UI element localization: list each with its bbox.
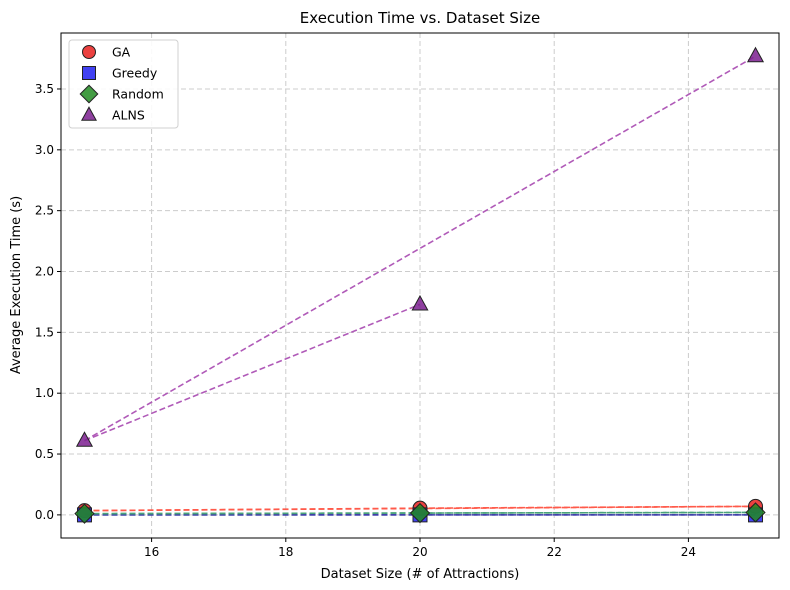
legend-marker-random (79, 84, 99, 104)
x-tick-label: 16 (144, 545, 159, 559)
random-point (745, 502, 766, 523)
random-point (409, 502, 431, 524)
y-tick-label: 3.5 (35, 82, 54, 96)
x-tick-label: 24 (681, 545, 696, 559)
y-tick-label: 2.0 (35, 265, 54, 279)
y-tick-label: 3.0 (35, 143, 54, 157)
alns-line (84, 55, 756, 442)
random-line (419, 511, 756, 514)
ga-line (419, 505, 756, 509)
grid (61, 33, 779, 538)
y-tick-label: 2.5 (35, 204, 54, 218)
x-axis-label: Dataset Size (# of Attractions) (321, 567, 520, 582)
chart-title: Execution Time vs. Dataset Size (300, 9, 540, 27)
legend-label-ga: GA (112, 45, 131, 60)
y-axis-label: Average Execution Time (s) (9, 196, 24, 374)
random-point (74, 503, 95, 524)
alns-point (411, 294, 429, 311)
axes: 16 18 20 22 24 0.0 0.5 1.0 1.5 2.0 2.5 3.0 3.5 (35, 32, 780, 559)
plot-frame (60, 32, 780, 539)
y-tick-label: 1.5 (35, 325, 54, 339)
legend-marker-ga (82, 45, 96, 59)
legend-marker-greedy (82, 66, 96, 80)
x-tick-label: 22 (547, 545, 562, 559)
legend-label-greedy: Greedy (112, 66, 158, 81)
y-tick-label: 0.5 (35, 447, 54, 461)
legend-label-alns: ALNS (112, 108, 145, 123)
alns-point (746, 46, 765, 63)
alns-point (75, 431, 94, 447)
legend-label-random: Random (112, 87, 164, 102)
y-tick-label: 0.0 (35, 508, 54, 522)
legend-marker-alns (81, 106, 97, 121)
x-tick-label: 18 (278, 545, 293, 559)
x-tick-label: 20 (412, 545, 427, 559)
legend: GA Greedy Random ALNS (68, 39, 179, 129)
y-tick-label: 1.0 (35, 386, 54, 400)
legend-box (68, 39, 179, 129)
data-points (74, 46, 766, 524)
alns-line (84, 303, 421, 442)
